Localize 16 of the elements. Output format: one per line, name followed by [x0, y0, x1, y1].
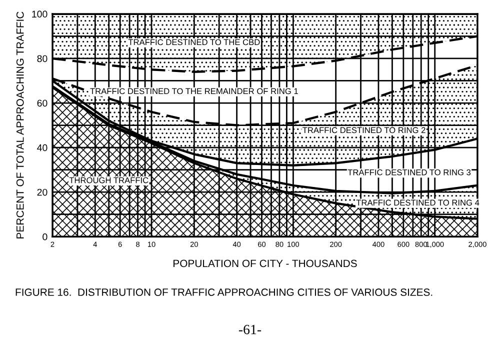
x-axis-title: POPULATION OF CITY - THOUSANDS [174, 260, 357, 268]
series-label: TRAFFIC DESTINED TO THE CBD [128, 39, 260, 46]
text: -61- [238, 324, 262, 334]
series-label: TRAFFIC DESTINED TO RING 3 [348, 169, 471, 176]
y-tick-label: 20 [37, 188, 48, 196]
caption: FIGURE 16. DISTRIBUTION OF TRAFFIC APPROACHING CITIES OF VARIOUS SIZES. [16, 288, 432, 296]
series-label: TRAFFIC DESTINED TO RING 4 [356, 200, 480, 206]
series-label: TRAFFIC DESTINED TO THE REMAINDER OF RING 1 [90, 88, 298, 94]
series-label: TRAFFIC DESTINED TO RING 2 [302, 127, 426, 134]
y-tick-label: 40 [37, 144, 48, 152]
y-tick-label: 100 [32, 10, 48, 18]
series-label: THROUGH TRAFFIC [69, 177, 148, 184]
y-axis-title: PERCENT OF TOTAL APPROACHING TRAFFIC [16, 12, 24, 238]
y-tick-label: 80 [37, 55, 48, 62]
y-tick-label: 60 [37, 100, 48, 107]
y-tick-label: 0 [42, 233, 48, 240]
